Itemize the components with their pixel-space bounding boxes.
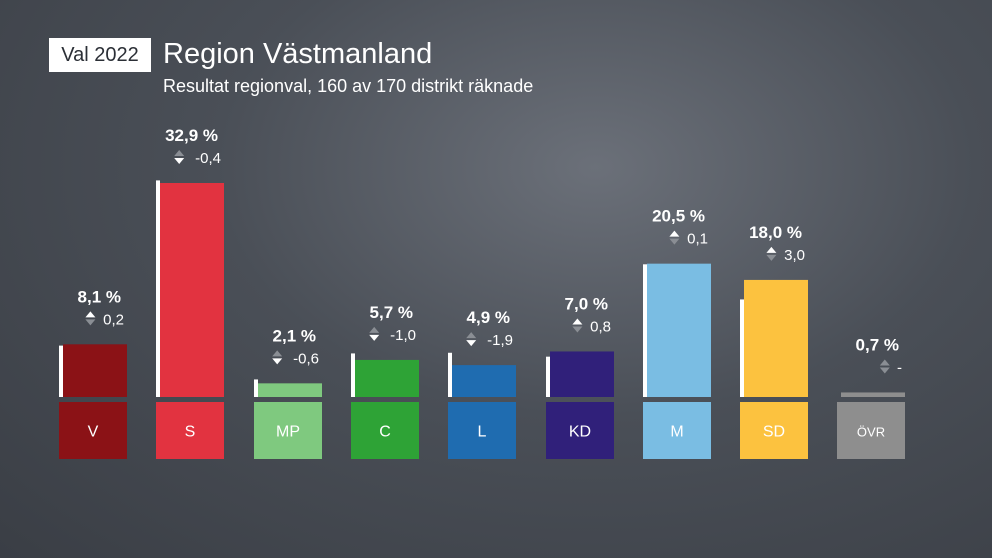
change-label-v: 0,2 bbox=[103, 311, 124, 328]
party-label-s: S bbox=[185, 424, 196, 441]
previous-result-marker-mp bbox=[254, 379, 258, 397]
party-label-box-c bbox=[351, 402, 419, 459]
bar-mp bbox=[258, 383, 322, 397]
value-label-s: 32,9 % bbox=[165, 126, 218, 145]
change-down-arrow-icon bbox=[879, 367, 890, 374]
bar-s bbox=[160, 183, 224, 397]
change-up-arrow-icon bbox=[174, 150, 185, 156]
party-label-box-sd bbox=[740, 402, 808, 459]
party-label-kd: KD bbox=[569, 424, 591, 441]
change-label-kd: 0,8 bbox=[590, 318, 611, 335]
party-label-mp: MP bbox=[276, 424, 300, 441]
party-label-l: L bbox=[478, 424, 487, 441]
change-down-arrow-icon bbox=[272, 358, 283, 365]
previous-result-marker-c bbox=[351, 353, 355, 397]
bar-c bbox=[355, 359, 419, 397]
party-label-box-ovr bbox=[837, 402, 905, 459]
party-label-box-mp bbox=[254, 402, 322, 459]
change-label-s: -0,4 bbox=[195, 150, 221, 167]
change-up-arrow-icon bbox=[766, 246, 777, 253]
value-label-kd: 7,0 % bbox=[565, 294, 608, 313]
value-label-ovr: 0,7 % bbox=[856, 335, 899, 354]
change-down-arrow-icon bbox=[369, 334, 380, 341]
election-year-badge: Val 2022 bbox=[49, 38, 151, 72]
change-label-sd: 3,0 bbox=[784, 247, 805, 264]
bar-m bbox=[647, 263, 711, 397]
change-up-arrow-icon bbox=[466, 332, 477, 339]
party-label-sd: SD bbox=[763, 424, 785, 441]
change-up-arrow-icon bbox=[369, 326, 380, 333]
previous-result-marker-sd bbox=[740, 299, 744, 397]
party-label-box-m bbox=[643, 402, 711, 459]
party-label-ovr: ÖVR bbox=[857, 425, 885, 440]
change-up-arrow-icon bbox=[879, 359, 890, 366]
bar-l bbox=[452, 365, 516, 397]
value-label-sd: 18,0 % bbox=[749, 223, 802, 242]
bar-sd bbox=[744, 279, 808, 397]
change-down-arrow-icon bbox=[174, 158, 185, 164]
party-label-box-l bbox=[448, 402, 516, 459]
previous-result-marker-l bbox=[448, 352, 452, 397]
change-down-arrow-icon bbox=[669, 238, 680, 245]
party-label-m: M bbox=[670, 424, 683, 441]
party-label-v: V bbox=[88, 424, 99, 441]
value-label-mp: 2,1 % bbox=[273, 326, 316, 345]
value-label-c: 5,7 % bbox=[370, 303, 413, 322]
party-label-box-s bbox=[156, 402, 224, 459]
chart-title: Region Västmanland bbox=[163, 38, 433, 70]
party-label-box-v bbox=[59, 402, 127, 459]
change-label-c: -1,0 bbox=[390, 327, 416, 344]
bar-v bbox=[63, 344, 127, 397]
previous-result-marker-v bbox=[59, 345, 63, 397]
value-label-m: 20,5 % bbox=[652, 207, 705, 226]
change-down-arrow-icon bbox=[85, 319, 96, 326]
party-label-c: C bbox=[379, 424, 391, 441]
party-label-box-kd bbox=[546, 402, 614, 459]
change-up-arrow-icon bbox=[669, 230, 680, 237]
chart-subtitle: Resultat regionval, 160 av 170 distrikt … bbox=[163, 76, 534, 96]
change-up-arrow-icon bbox=[85, 311, 96, 318]
change-up-arrow-icon bbox=[272, 350, 283, 357]
change-down-arrow-icon bbox=[572, 326, 583, 333]
change-label-m: 0,1 bbox=[687, 231, 708, 248]
previous-result-marker-kd bbox=[546, 356, 550, 397]
bar-ovr bbox=[841, 392, 905, 397]
change-down-arrow-icon bbox=[466, 340, 477, 347]
bar-kd bbox=[550, 351, 614, 397]
change-label-mp: -0,6 bbox=[293, 350, 319, 367]
change-label-ovr: - bbox=[897, 359, 902, 376]
change-label-l: -1,9 bbox=[487, 332, 513, 349]
change-down-arrow-icon bbox=[766, 254, 777, 261]
value-label-v: 8,1 % bbox=[78, 287, 121, 306]
change-up-arrow-icon bbox=[572, 318, 583, 325]
value-label-l: 4,9 % bbox=[467, 308, 510, 327]
previous-result-marker-s bbox=[156, 180, 160, 397]
previous-result-marker-m bbox=[643, 264, 647, 397]
